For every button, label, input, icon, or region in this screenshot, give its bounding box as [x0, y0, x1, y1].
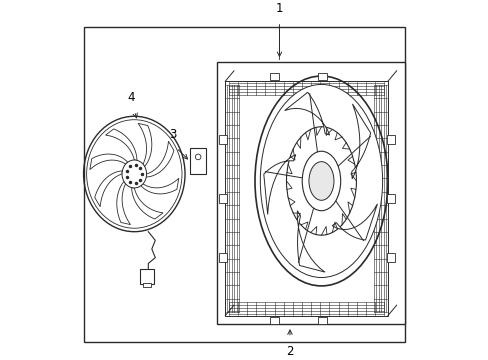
- Polygon shape: [351, 104, 370, 179]
- Polygon shape: [141, 178, 179, 194]
- Ellipse shape: [286, 127, 356, 235]
- Bar: [225, 81, 387, 316]
- Bar: [318, 318, 327, 324]
- Polygon shape: [105, 129, 137, 160]
- Bar: [143, 283, 150, 287]
- Bar: [386, 194, 394, 203]
- Bar: [386, 252, 394, 262]
- Polygon shape: [284, 92, 329, 135]
- Bar: [140, 269, 153, 284]
- Polygon shape: [263, 155, 295, 215]
- Ellipse shape: [86, 120, 182, 228]
- Polygon shape: [95, 171, 122, 207]
- Ellipse shape: [260, 85, 382, 278]
- Bar: [269, 318, 278, 324]
- Text: 2: 2: [285, 345, 293, 358]
- Text: 1: 1: [275, 2, 283, 15]
- Polygon shape: [146, 141, 174, 177]
- Ellipse shape: [122, 160, 146, 188]
- Bar: [269, 73, 278, 80]
- Polygon shape: [331, 204, 377, 240]
- Bar: [386, 135, 394, 144]
- Polygon shape: [117, 181, 130, 225]
- Bar: [219, 194, 226, 203]
- Polygon shape: [297, 211, 325, 272]
- Polygon shape: [131, 188, 163, 219]
- Polygon shape: [138, 123, 151, 166]
- Bar: [216, 62, 405, 324]
- Text: 4: 4: [127, 91, 134, 104]
- Bar: [190, 148, 205, 174]
- Text: 3: 3: [169, 128, 176, 141]
- Ellipse shape: [308, 162, 333, 200]
- Polygon shape: [90, 154, 127, 170]
- Bar: [318, 73, 327, 80]
- Bar: [219, 252, 226, 262]
- Bar: [219, 135, 226, 144]
- Ellipse shape: [302, 151, 340, 211]
